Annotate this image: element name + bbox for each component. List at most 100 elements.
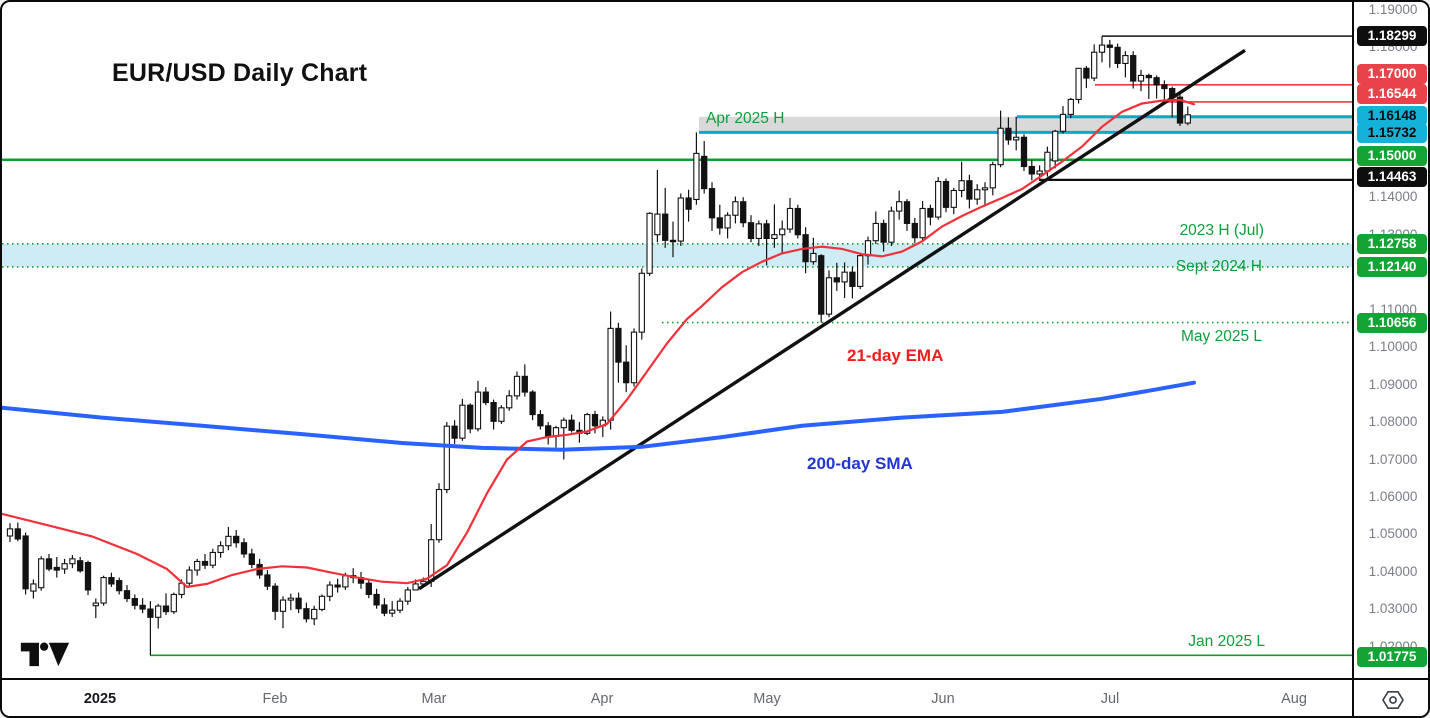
candle (888, 210, 895, 243)
candle (1059, 113, 1067, 132)
axis-settings-icon[interactable] (1381, 689, 1405, 711)
price-tick-label: 1.04000 (1368, 563, 1418, 579)
axis-settings-cell (1354, 680, 1428, 716)
price-tick-label: 1.03000 (1368, 601, 1418, 617)
price-tick-label: 1.11000 (1369, 301, 1417, 317)
chart-annotation: 2023 H (Jul) (1179, 222, 1264, 239)
candle (740, 201, 747, 224)
chart-annotation: Jan 2025 L (1188, 633, 1265, 650)
candle (201, 560, 209, 566)
price-tick-label: 1.06000 (1368, 489, 1418, 504)
chart-annotation: May 2025 L (1181, 328, 1262, 345)
candle (365, 582, 372, 595)
candle (108, 577, 115, 585)
candle (716, 217, 723, 229)
candle (810, 252, 817, 263)
time-tick-label: Jun (931, 691, 955, 707)
candle (966, 180, 973, 200)
candle (794, 207, 801, 236)
candle (935, 180, 942, 218)
candle (849, 271, 856, 287)
candle (1137, 74, 1145, 82)
candle (927, 207, 934, 218)
candle (45, 558, 53, 570)
candle (1161, 84, 1168, 90)
candle (326, 584, 333, 597)
price-level-badge: 1.16544 (1357, 84, 1427, 104)
candle (467, 404, 474, 430)
time-tick-label: Apr (590, 691, 614, 707)
candle (1184, 114, 1191, 124)
candle (646, 212, 653, 274)
candle (334, 584, 341, 588)
time-tick-label: Mar (421, 691, 447, 707)
candle (623, 361, 630, 384)
candle (1052, 130, 1059, 162)
candle (318, 595, 326, 610)
chart-annotation: 200-day SMA (807, 454, 913, 473)
price-level-badge: 1.14463 (1357, 167, 1427, 187)
candle (537, 414, 544, 427)
candle (373, 593, 380, 606)
candle (896, 201, 903, 212)
time-tick-label: Jul (1100, 691, 1120, 707)
candle (630, 331, 638, 384)
candle (584, 414, 591, 434)
price-tick-label: 1.19000 (1368, 1, 1418, 17)
candle (677, 197, 684, 242)
price-tick-label: 1.10000 (1368, 339, 1418, 355)
candle (217, 545, 224, 554)
candle (903, 201, 911, 225)
candle (545, 425, 552, 437)
price-level-badge: 1.15732 (1357, 123, 1427, 143)
axis-separator-horizontal (2, 678, 1428, 680)
candle (786, 207, 794, 230)
candle (638, 272, 645, 333)
candle (264, 574, 271, 587)
candle (669, 239, 677, 243)
price-level-badge: 1.01775 (1357, 647, 1427, 667)
chart-annotation: Apr 2025 H (706, 110, 785, 127)
time-axis[interactable]: 2025 Feb Mar Apr May Jun Jul Aug (2, 680, 1352, 716)
candle (186, 569, 193, 584)
candle (272, 585, 279, 612)
price-chart-canvas[interactable]: EUR/USD Daily Chart Apr 2025 H 2023 H (Ju… (2, 2, 1352, 678)
candle (139, 604, 146, 610)
candle (1145, 74, 1152, 79)
candle (974, 189, 981, 200)
candle (116, 580, 123, 592)
candle (100, 577, 107, 604)
candle (14, 528, 21, 540)
candle (693, 152, 700, 201)
tradingview-logo[interactable] (20, 638, 70, 670)
candle (233, 535, 240, 544)
candle (131, 598, 138, 606)
time-tick-label: May (753, 691, 781, 707)
candle (123, 590, 131, 600)
candle (482, 391, 489, 404)
candle (872, 222, 879, 242)
candle (1036, 170, 1043, 175)
candle (1114, 46, 1121, 65)
candle (732, 201, 739, 216)
candle (864, 240, 872, 257)
candle (685, 197, 692, 210)
candle (412, 583, 419, 591)
candle (279, 599, 287, 612)
candle (1083, 67, 1090, 79)
candle (38, 558, 45, 589)
candle (295, 597, 302, 610)
price-axis[interactable]: 1.190001.180001.140001.130001.110001.100… (1354, 1, 1428, 678)
candle (1075, 67, 1082, 100)
candle (1130, 55, 1137, 82)
price-level-badge: 1.16148 (1357, 106, 1427, 126)
candle (662, 213, 669, 241)
candle (513, 375, 521, 397)
candle (404, 589, 411, 602)
price-level-badge: 1.12758 (1357, 234, 1427, 254)
price-tick-label: 1.08000 (1368, 414, 1418, 430)
candle (755, 223, 762, 240)
candle (1044, 151, 1051, 172)
candle (779, 228, 786, 236)
candle (240, 542, 248, 555)
